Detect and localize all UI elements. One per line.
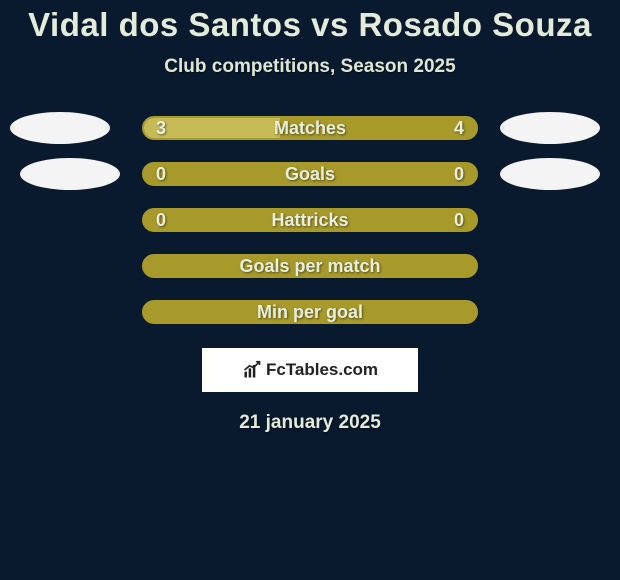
player-marker-right	[500, 112, 600, 144]
stat-label: Min per goal	[144, 302, 476, 323]
stat-bar: 00Goals	[142, 162, 478, 186]
stat-row: Goals per match	[0, 254, 620, 278]
source-badge-text: FcTables.com	[266, 360, 378, 380]
stat-bar: Goals per match	[142, 254, 478, 278]
stat-label: Goals per match	[144, 256, 476, 277]
stat-row: 00Goals	[0, 162, 620, 186]
stat-row: Min per goal	[0, 300, 620, 324]
player-marker-right	[500, 158, 600, 190]
player-marker-left	[20, 158, 120, 190]
subtitle: Club competitions, Season 2025	[0, 56, 620, 78]
stat-row: 00Hattricks	[0, 208, 620, 232]
stats-list: 34Matches 00Goals 00Hattricks Goals per mat…	[0, 116, 620, 324]
chart-icon	[242, 360, 262, 380]
date-label: 21 january 2025	[0, 412, 620, 434]
page-title: Vidal dos Santos vs Rosado Souza	[0, 6, 620, 44]
stat-bar: 00Hattricks	[142, 208, 478, 232]
stat-label: Matches	[144, 118, 476, 139]
source-badge[interactable]: FcTables.com	[202, 348, 418, 392]
player-marker-left	[10, 112, 110, 144]
stat-bar: 34Matches	[142, 116, 478, 140]
stat-label: Hattricks	[144, 210, 476, 231]
stat-label: Goals	[144, 164, 476, 185]
stat-bar: Min per goal	[142, 300, 478, 324]
stat-row: 34Matches	[0, 116, 620, 140]
comparison-card: Vidal dos Santos vs Rosado Souza Club co…	[0, 0, 620, 434]
